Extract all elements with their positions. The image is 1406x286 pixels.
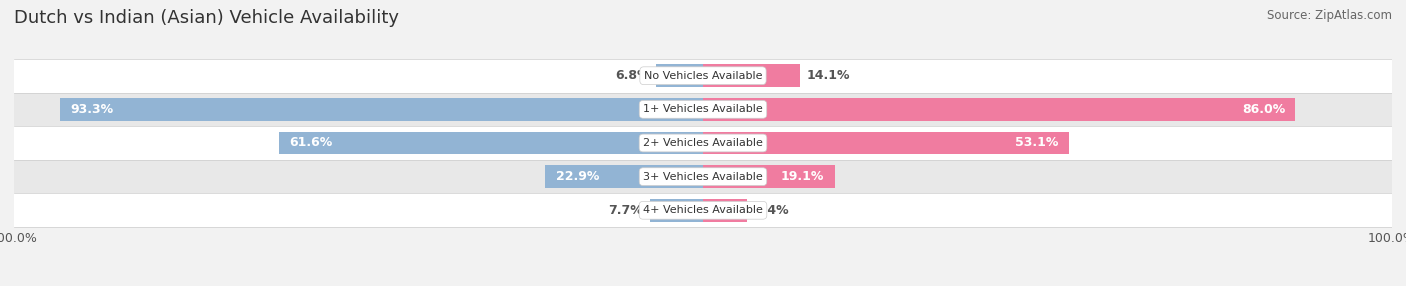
Text: 61.6%: 61.6% [290, 136, 332, 150]
Bar [278, 132, 703, 154]
Bar [703, 165, 835, 188]
Text: 22.9%: 22.9% [555, 170, 599, 183]
Text: 1+ Vehicles Available: 1+ Vehicles Available [643, 104, 763, 114]
Text: 19.1%: 19.1% [780, 170, 824, 183]
Text: 7.7%: 7.7% [609, 204, 643, 217]
Text: Source: ZipAtlas.com: Source: ZipAtlas.com [1267, 9, 1392, 21]
Text: 86.0%: 86.0% [1241, 103, 1285, 116]
Bar [14, 59, 1392, 93]
Bar [703, 64, 800, 87]
Bar [14, 93, 1392, 126]
Bar [703, 199, 747, 222]
Text: 53.1%: 53.1% [1015, 136, 1059, 150]
Text: 93.3%: 93.3% [70, 103, 114, 116]
Text: 6.4%: 6.4% [754, 204, 789, 217]
Bar [703, 132, 1069, 154]
Bar [546, 165, 703, 188]
Text: 6.8%: 6.8% [614, 69, 650, 82]
Text: 2+ Vehicles Available: 2+ Vehicles Available [643, 138, 763, 148]
Bar [14, 193, 1392, 227]
Bar [14, 126, 1392, 160]
Bar [703, 98, 1295, 121]
Text: Dutch vs Indian (Asian) Vehicle Availability: Dutch vs Indian (Asian) Vehicle Availabi… [14, 9, 399, 27]
Text: 3+ Vehicles Available: 3+ Vehicles Available [643, 172, 763, 182]
Bar [650, 199, 703, 222]
Bar [14, 160, 1392, 193]
Text: 14.1%: 14.1% [807, 69, 851, 82]
Text: No Vehicles Available: No Vehicles Available [644, 71, 762, 81]
Bar [657, 64, 703, 87]
Bar [60, 98, 703, 121]
Text: 4+ Vehicles Available: 4+ Vehicles Available [643, 205, 763, 215]
